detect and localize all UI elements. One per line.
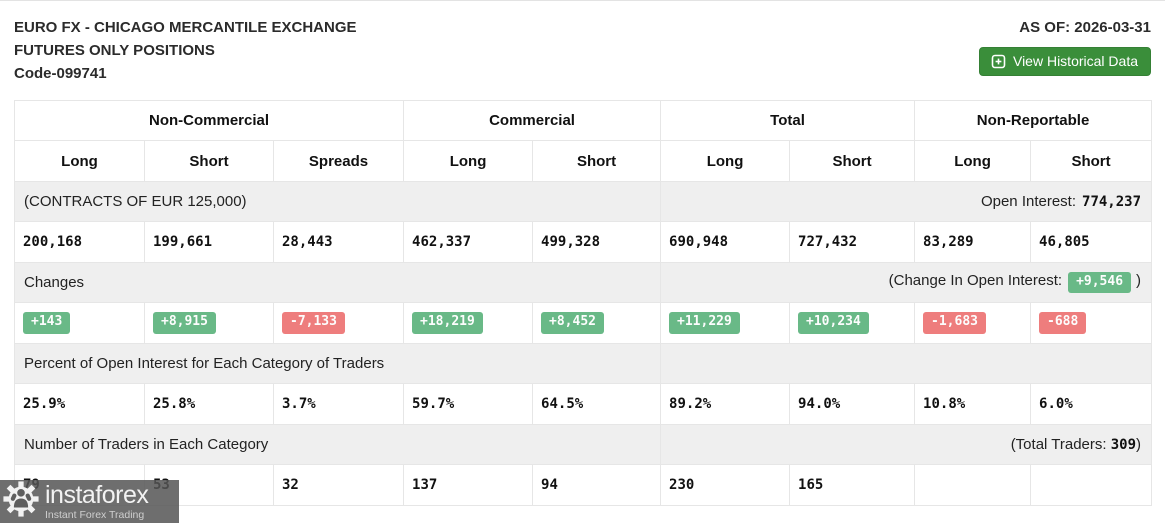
- change-in-open-interest-cell: (Change In Open Interest: +9,546): [660, 262, 1153, 303]
- change-badge: +8,915: [153, 312, 216, 334]
- traders-cell: 94: [532, 464, 662, 506]
- contracts-section-row: (CONTRACTS OF EUR 125,000) Open Interest…: [13, 181, 1153, 222]
- open-interest-label: Open Interest:: [980, 193, 1077, 210]
- traders-cell: 32: [272, 464, 405, 506]
- as-of-date: AS OF: 2026-03-31: [1019, 19, 1151, 36]
- change-badge: +18,219: [412, 312, 483, 334]
- contracts-label: (CONTRACTS OF EUR 125,000): [13, 181, 662, 222]
- positions-cell: 499,328: [532, 221, 662, 263]
- change-badge: +143: [23, 312, 71, 334]
- percent-cell: 25.8%: [144, 383, 274, 425]
- total-traders-label: (Total Traders:: [1010, 436, 1107, 453]
- report-subtitle: FUTURES ONLY POSITIONS: [14, 42, 215, 59]
- percent-section-row: Percent of Open Interest for Each Catego…: [13, 343, 1153, 384]
- change-badge: -688: [1039, 312, 1087, 334]
- change-badge: +10,234: [798, 312, 869, 334]
- col-comm-short: Short: [532, 140, 662, 182]
- changes-label: Changes: [13, 262, 662, 303]
- report-code: Code-099741: [14, 65, 107, 82]
- percent-cell: 59.7%: [403, 383, 534, 425]
- report-title: EURO FX - CHICAGO MERCANTILE EXCHANGE: [14, 19, 357, 36]
- positions-cell: 46,805: [1030, 221, 1153, 263]
- percent-right-cell: [660, 343, 1153, 384]
- positions-cell: 462,337: [403, 221, 534, 263]
- positions-cell: 690,948: [660, 221, 791, 263]
- instaforex-watermark: instaforex Instant Forex Trading: [0, 480, 179, 523]
- percent-label: Percent of Open Interest for Each Catego…: [13, 343, 662, 384]
- col-noncomm-spreads: Spreads: [272, 140, 405, 182]
- changes-section-row: Changes (Change In Open Interest: +9,546): [13, 262, 1153, 303]
- change-badge: +8,452: [541, 312, 604, 334]
- report-titles: EURO FX - CHICAGO MERCANTILE EXCHANGE FU…: [14, 16, 357, 85]
- header-right: AS OF: 2026-03-31 View Historical Data: [978, 16, 1151, 76]
- group-non-reportable: Non-Reportable: [914, 100, 1153, 141]
- col-total-long: Long: [660, 140, 791, 182]
- change-in-open-interest-suffix: ): [1136, 271, 1142, 289]
- percent-cell: 89.2%: [660, 383, 791, 425]
- percent-row: 25.9% 25.8% 3.7% 59.7% 64.5% 89.2% 94.0%…: [14, 383, 1153, 425]
- view-historical-data-label: View Historical Data: [1012, 53, 1138, 69]
- percent-cell: 6.0%: [1030, 383, 1153, 425]
- total-traders-cell: (Total Traders: 309): [660, 424, 1153, 465]
- total-traders-suffix: ): [1136, 436, 1142, 453]
- traders-cell: 165: [789, 464, 916, 506]
- change-badge: -1,683: [923, 312, 986, 334]
- total-traders-value: 309: [1110, 437, 1137, 453]
- calendar-plus-icon: [991, 54, 1006, 69]
- percent-cell: 94.0%: [789, 383, 916, 425]
- change-badge: +11,229: [669, 312, 740, 334]
- group-header-row: Non-Commercial Commercial Total Non-Repo…: [13, 100, 1153, 141]
- group-total: Total: [660, 100, 916, 141]
- instaforex-gear-logo-icon: [2, 480, 40, 523]
- percent-cell: 3.7%: [272, 383, 405, 425]
- open-interest-cell: Open Interest: 774,237: [660, 181, 1153, 222]
- percent-cell: 10.8%: [914, 383, 1032, 425]
- positions-cell: 199,661: [144, 221, 274, 263]
- group-non-commercial: Non-Commercial: [13, 100, 405, 141]
- watermark-tagline: Instant Forex Trading: [45, 508, 145, 521]
- traders-cell: [914, 464, 1032, 506]
- view-historical-data-button[interactable]: View Historical Data: [978, 47, 1151, 76]
- report-header: EURO FX - CHICAGO MERCANTILE EXCHANGE FU…: [14, 16, 1151, 85]
- watermark-text: instaforex Instant Forex Trading: [45, 480, 149, 521]
- positions-cell: 200,168: [14, 221, 145, 263]
- col-total-short: Short: [789, 140, 916, 182]
- traders-cell: [1030, 464, 1153, 506]
- col-nonrep-long: Long: [914, 140, 1032, 182]
- positions-cell: 727,432: [789, 221, 916, 263]
- col-noncomm-long: Long: [14, 140, 145, 182]
- positions-row: 200,168 199,661 28,443 462,337 499,328 6…: [14, 221, 1153, 263]
- col-noncomm-short: Short: [144, 140, 274, 182]
- cot-positions-table: Non-Commercial Commercial Total Non-Repo…: [13, 100, 1153, 506]
- group-commercial: Commercial: [403, 100, 662, 141]
- change-badge: -7,133: [282, 312, 345, 334]
- changes-row: +143 +8,915 -7,133 +18,219 +8,452 +11,22…: [14, 302, 1153, 344]
- percent-cell: 64.5%: [532, 383, 662, 425]
- column-header-row: Long Short Spreads Long Short Long Short…: [14, 140, 1153, 182]
- traders-row: 79 53 32 137 94 230 165: [14, 464, 1153, 506]
- open-interest-change-badge: +9,546: [1068, 271, 1132, 294]
- traders-section-row: Number of Traders in Each Category (Tota…: [13, 424, 1153, 465]
- watermark-brand: instaforex: [45, 480, 149, 509]
- traders-cell: 137: [403, 464, 534, 506]
- traders-cell: 230: [660, 464, 791, 506]
- col-comm-long: Long: [403, 140, 534, 182]
- open-interest-value: 774,237: [1082, 194, 1142, 210]
- positions-cell: 28,443: [272, 221, 405, 263]
- col-nonrep-short: Short: [1030, 140, 1153, 182]
- traders-label: Number of Traders in Each Category: [13, 424, 662, 465]
- positions-cell: 83,289: [914, 221, 1032, 263]
- percent-cell: 25.9%: [14, 383, 145, 425]
- change-in-open-interest-label: (Change In Open Interest:: [888, 271, 1063, 289]
- report-container: EURO FX - CHICAGO MERCANTILE EXCHANGE FU…: [0, 1, 1165, 506]
